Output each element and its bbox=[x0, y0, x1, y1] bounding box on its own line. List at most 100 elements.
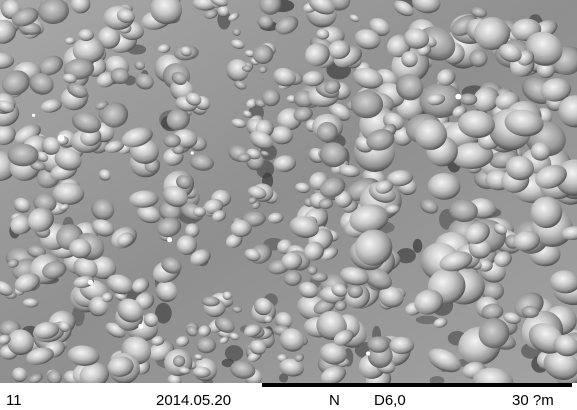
surface-nodule bbox=[439, 251, 473, 272]
surface-nodule bbox=[101, 102, 129, 128]
surface-nodule bbox=[203, 198, 224, 214]
surface-nodule bbox=[230, 219, 252, 238]
surface-nodule bbox=[320, 365, 346, 383]
surface-nodule bbox=[156, 217, 182, 238]
surface-nodule bbox=[178, 367, 191, 375]
surface-nodule bbox=[114, 292, 127, 301]
surface-nodule bbox=[136, 205, 161, 224]
surface-nodule bbox=[553, 334, 577, 357]
surface-nodule bbox=[161, 257, 182, 274]
surface-nodule bbox=[106, 274, 134, 295]
surface-nodule bbox=[59, 203, 70, 211]
surface-nodule bbox=[530, 196, 563, 229]
surface-nodule bbox=[0, 100, 15, 113]
surface-nodule bbox=[412, 0, 441, 14]
surface-nodule bbox=[190, 249, 211, 266]
surface-nodule bbox=[163, 134, 181, 148]
surface-nodule bbox=[67, 82, 88, 99]
surface-nodule bbox=[350, 90, 384, 119]
surface-nodule bbox=[231, 118, 247, 128]
surface-nodule bbox=[305, 42, 330, 67]
surface-nodule bbox=[58, 321, 70, 332]
surface-nodule bbox=[192, 366, 211, 378]
surface-nodule bbox=[116, 298, 144, 323]
surface-nodule bbox=[135, 73, 154, 90]
surface-nodule bbox=[334, 300, 347, 311]
surface-nodule bbox=[477, 259, 493, 272]
surface-nodule bbox=[426, 93, 446, 106]
surface-nodule bbox=[481, 281, 505, 301]
surface-nodule bbox=[316, 28, 330, 40]
surface-nodule bbox=[7, 329, 34, 356]
surface-nodule bbox=[414, 119, 447, 150]
surface-nodule bbox=[26, 347, 54, 365]
surface-nodule bbox=[172, 144, 185, 155]
surface-nodule bbox=[97, 26, 121, 49]
surface-nodule bbox=[274, 312, 293, 329]
magnification-label: 11 bbox=[6, 392, 22, 409]
surface-nodule bbox=[525, 31, 563, 66]
surface-nodule bbox=[41, 136, 61, 155]
surface-nodule bbox=[244, 50, 256, 57]
surface-nodule bbox=[91, 219, 115, 237]
surface-nodule bbox=[7, 258, 19, 268]
surface-nodule bbox=[210, 0, 228, 7]
surface-nodule bbox=[272, 67, 297, 87]
surface-nodule bbox=[241, 65, 252, 72]
surface-nodule bbox=[229, 332, 240, 341]
surface-nodule bbox=[228, 12, 240, 21]
surface-nodule bbox=[504, 109, 544, 137]
surface-nodule bbox=[247, 186, 267, 200]
surface-nodule bbox=[503, 312, 521, 324]
surface-crevice bbox=[278, 373, 289, 383]
surface-nodule bbox=[318, 198, 334, 210]
surface-nodule bbox=[38, 0, 69, 25]
surface-nodule bbox=[385, 204, 400, 214]
surface-nodule bbox=[472, 367, 514, 383]
surface-nodule bbox=[378, 286, 404, 308]
surface-nodule bbox=[339, 165, 360, 178]
surface-nodule bbox=[176, 235, 197, 256]
surface-crevice bbox=[412, 238, 423, 253]
surface-nodule bbox=[91, 198, 115, 221]
surface-nodule bbox=[420, 199, 439, 214]
surface-nodule bbox=[69, 238, 92, 259]
surface-nodule bbox=[254, 297, 273, 316]
surface-nodule bbox=[67, 345, 100, 366]
surface-nodule bbox=[257, 14, 274, 29]
surface-nodule bbox=[481, 303, 504, 320]
surface-nodule bbox=[334, 190, 353, 208]
surface-nodule bbox=[273, 155, 297, 172]
surface-nodule bbox=[171, 71, 187, 85]
surface-nodule bbox=[249, 340, 267, 355]
surface-nodule bbox=[427, 348, 462, 373]
surface-nodule bbox=[248, 196, 257, 204]
surface-nodule bbox=[395, 74, 424, 101]
surface-nodule bbox=[201, 296, 220, 307]
surface-nodule bbox=[104, 140, 125, 153]
surface-nodule bbox=[321, 247, 338, 261]
mode-label: N bbox=[329, 392, 340, 409]
surface-nodule bbox=[393, 0, 414, 17]
surface-nodule bbox=[243, 324, 262, 337]
surface-nodule bbox=[217, 5, 230, 17]
scale-label: 30 ?m bbox=[512, 392, 554, 409]
surface-nodule bbox=[469, 49, 488, 68]
surface-nodule bbox=[349, 14, 360, 22]
surface-nodule bbox=[26, 245, 47, 258]
surface-nodule bbox=[180, 46, 192, 57]
surface-nodule bbox=[458, 110, 495, 138]
surface-nodule bbox=[101, 292, 114, 303]
surface-nodule bbox=[107, 356, 134, 377]
surface-nodule bbox=[459, 93, 478, 106]
surface-crevice bbox=[429, 376, 445, 383]
surface-nodule bbox=[478, 317, 510, 349]
surface-nodule bbox=[121, 127, 153, 148]
surface-nodule bbox=[289, 216, 319, 238]
surface-nodule bbox=[242, 110, 252, 118]
surface-nodule bbox=[319, 342, 347, 365]
surface-nodule bbox=[433, 317, 448, 328]
surface-nodule bbox=[319, 142, 348, 168]
surface-nodule bbox=[29, 73, 54, 95]
surface-nodule bbox=[304, 241, 325, 261]
